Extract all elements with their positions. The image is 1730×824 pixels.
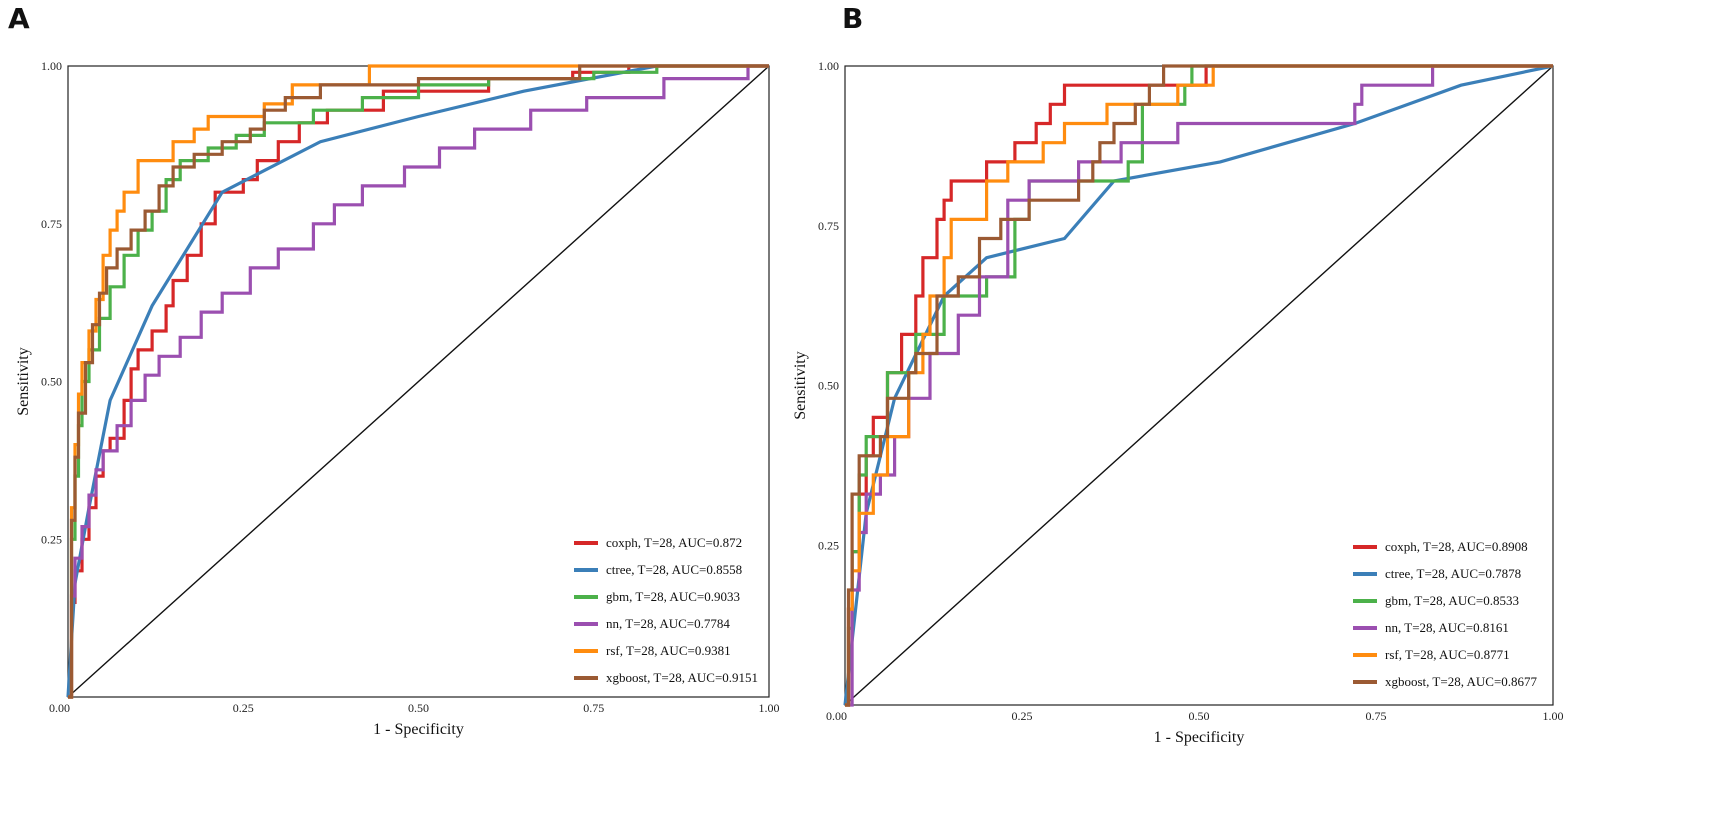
panel-b-legend-label-ctree: ctree, T=28, AUC=0.7878 (1385, 566, 1521, 581)
panel-b-legend-label-rsf: rsf, T=28, AUC=0.8771 (1385, 647, 1510, 662)
panel-b-y-tick-label: 0.50 (818, 379, 839, 393)
panel-a-y-axis-title: Sensitivity (15, 347, 32, 415)
panel-b-roc-curve-rsf (845, 64, 1553, 707)
panel-a-reference-diagonal (67, 65, 770, 698)
panel-b-roc-curve-xgboost (845, 64, 1553, 707)
panel-a-legend-label-ctree: ctree, T=28, AUC=0.8558 (606, 562, 742, 577)
panel-a-x-tick-label: 0.00 (49, 701, 70, 715)
panel-b-legend-label-gbm: gbm, T=28, AUC=0.8533 (1385, 593, 1519, 608)
panel-b-x-tick-label: 0.75 (1366, 709, 1387, 723)
panel-a-curves (66, 64, 769, 699)
panel-b-legend-label-nn: nn, T=28, AUC=0.8161 (1385, 620, 1509, 635)
panel-b-x-tick-label: 0.00 (826, 709, 847, 723)
panel-b-roc-curve-nn (845, 64, 1553, 707)
panel-a-x-axis-title: 1 - Specificity (373, 721, 464, 738)
panel-b-legend: coxph, T=28, AUC=0.8908 ctree, T=28, AUC=… (1353, 539, 1538, 689)
panel-b-curves (843, 64, 1554, 707)
panel-a-y-tick-label: 0.75 (41, 217, 62, 231)
panel-b-y-tick-label: 0.25 (818, 538, 839, 552)
panel-a-y-tick-label: 0.50 (41, 375, 62, 389)
panel-b-y-tick-label: 0.75 (818, 219, 839, 233)
panel-b-x-tick-label: 0.25 (1012, 709, 1033, 723)
panel-a-y-tick-label: 0.25 (41, 532, 62, 546)
panel-a-roc-curve-xgboost (68, 64, 769, 699)
panel-b-legend-label-xgboost: xgboost, T=28, AUC=0.8677 (1385, 674, 1538, 689)
panel-b-x-axis-title: 1 - Specificity (1154, 729, 1245, 746)
panel-b-chart: 0.00 0.25 0.50 0.75 1.00 0.25 0.50 0.75 1.00 1 - … (792, 59, 1564, 746)
panel-a-legend-label-rsf: rsf, T=28, AUC=0.9381 (606, 643, 731, 658)
panel-a-chart: 0.00 0.25 0.50 0.75 1.00 0.25 0.50 0.75 1.00 1 - … (15, 59, 780, 738)
panel-b-y-axis-title: Sensitivity (792, 351, 809, 419)
panel-a-letter: A (8, 2, 30, 35)
panel-a-legend-label-coxph: coxph, T=28, AUC=0.872 (606, 535, 742, 550)
panel-b-x-tick-label: 1.00 (1543, 709, 1564, 723)
panel-b-x-tick-label: 0.50 (1189, 709, 1210, 723)
panel-a-x-tick-label: 1.00 (759, 701, 780, 715)
panel-a-legend-label-gbm: gbm, T=28, AUC=0.9033 (606, 589, 740, 604)
panel-a-roc-curve-nn (68, 64, 769, 699)
panel-a-y-tick-label: 1.00 (41, 59, 62, 73)
panel-a-x-tick-label: 0.50 (408, 701, 429, 715)
panel-b-y-tick-label: 1.00 (818, 59, 839, 73)
panel-b-letter: B (842, 2, 863, 35)
panel-a-x-tick-label: 0.25 (233, 701, 254, 715)
panel-b-reference-diagonal (844, 65, 1554, 706)
panel-b-legend-label-coxph: coxph, T=28, AUC=0.8908 (1385, 539, 1528, 554)
panel-a-roc-curve-ctree (66, 64, 769, 698)
panel-a-roc-curve-gbm (68, 64, 769, 699)
panel-a-legend-label-nn: nn, T=28, AUC=0.7784 (606, 616, 730, 631)
panel-a-x-tick-label: 0.75 (583, 701, 604, 715)
panel-a-legend: coxph, T=28, AUC=0.872 ctree, T=28, AUC=0… (574, 535, 758, 685)
panel-a-legend-label-xgboost: xgboost, T=28, AUC=0.9151 (606, 670, 758, 685)
